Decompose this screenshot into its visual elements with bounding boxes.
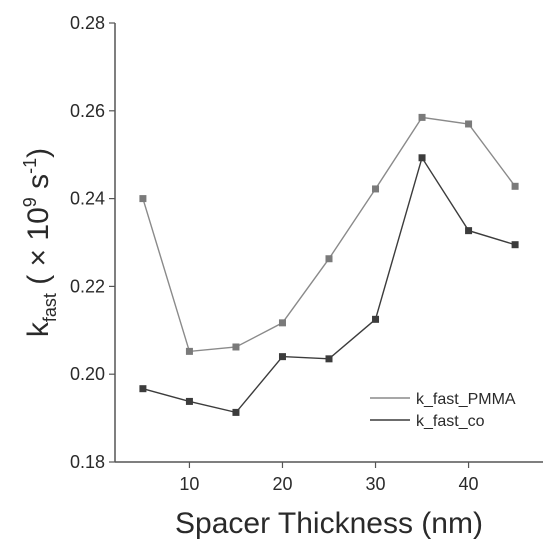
series-layer [139, 113, 519, 416]
x-tick-label: 10 [179, 474, 199, 494]
y-title-base: k [22, 321, 55, 337]
x-axis: 10 20 30 40 [179, 462, 479, 494]
data-point [232, 343, 240, 351]
data-point [465, 120, 473, 128]
y-title-unit-exponent: -1 [20, 158, 40, 174]
data-point [511, 241, 519, 249]
legend-label-2: k_fast_co [416, 413, 485, 430]
y-axis: 0.18 0.20 0.22 0.24 0.26 0.28 [70, 13, 115, 472]
y-tick-label: 0.20 [70, 364, 105, 384]
data-point [511, 182, 519, 190]
series-line-1 [142, 116, 516, 353]
legend-label-1: k_fast_PMMA [416, 391, 516, 408]
data-point [465, 227, 473, 235]
plot-area [114, 23, 543, 463]
data-point [139, 195, 147, 203]
y-title-exponent: 9 [20, 197, 40, 207]
series-line-2 [142, 156, 516, 414]
data-point [278, 353, 286, 361]
data-point [372, 185, 380, 193]
y-title-paren-open: ( [22, 266, 55, 293]
data-point [232, 408, 240, 416]
x-tick-label: 30 [366, 474, 386, 494]
y-tick-label: 0.28 [70, 13, 105, 33]
y-tick-label: 0.18 [70, 452, 105, 472]
x-tick-label: 40 [459, 474, 479, 494]
data-point [139, 385, 147, 393]
y-tick-label: 0.22 [70, 276, 105, 296]
y-title-unit: s [22, 174, 55, 197]
y-title-times: × 10 [22, 207, 55, 266]
data-point [185, 397, 193, 405]
y-title-subscript: fast [40, 293, 60, 322]
data-point [418, 113, 426, 121]
x-axis-title: Spacer Thickness (nm) [175, 507, 483, 540]
legend: k_fast_PMMA k_fast_co [370, 391, 516, 430]
x-tick-label: 20 [272, 474, 292, 494]
y-title-paren-close: ) [22, 148, 55, 158]
y-tick-label: 0.24 [70, 189, 105, 209]
data-point [325, 255, 333, 263]
y-tick-label: 0.26 [70, 101, 105, 121]
data-point [372, 315, 380, 323]
y-axis-title: kfast ( × 109 s-1) [20, 148, 60, 337]
data-point [185, 347, 193, 355]
data-point [278, 319, 286, 327]
data-point [418, 154, 426, 162]
data-point [325, 355, 333, 363]
